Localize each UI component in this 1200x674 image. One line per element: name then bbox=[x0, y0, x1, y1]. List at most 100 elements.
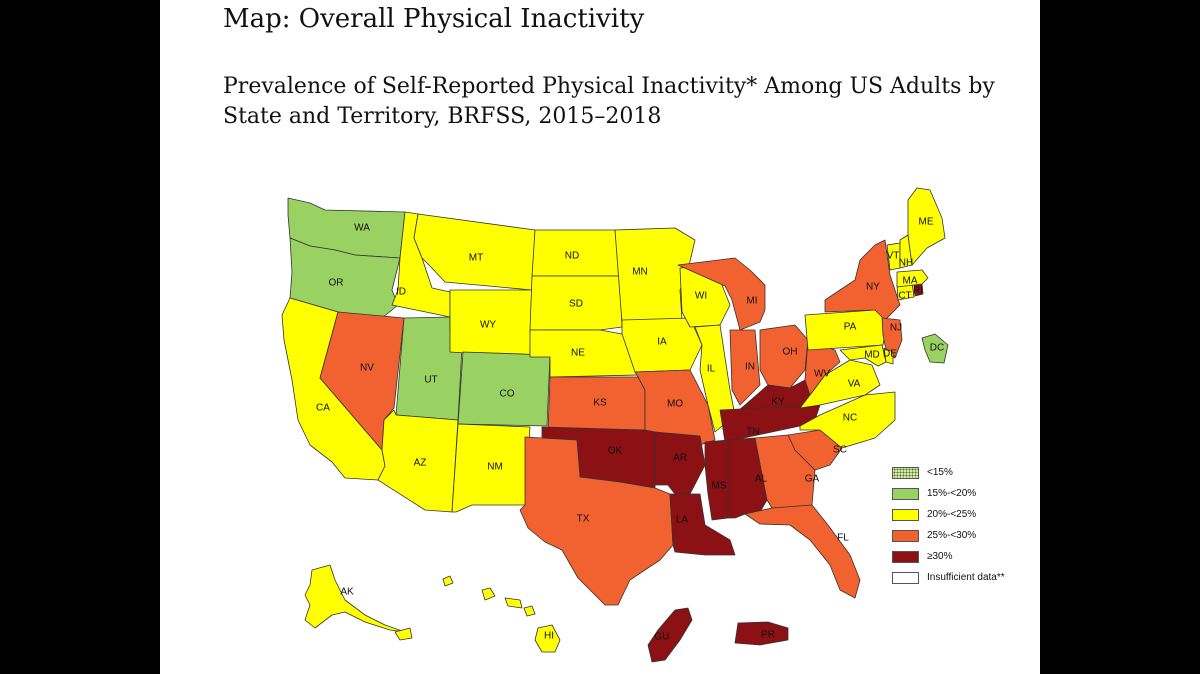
state-label-sd: SD bbox=[569, 299, 583, 310]
state-hi-island-2 bbox=[481, 587, 496, 601]
state-fl bbox=[744, 504, 861, 599]
state-ak-island-1 bbox=[394, 627, 413, 641]
state-label-wa: WA bbox=[354, 223, 370, 234]
state-la bbox=[669, 493, 736, 556]
legend-swatch-c15_20 bbox=[892, 487, 919, 500]
state-label-tn: TN bbox=[746, 427, 759, 438]
state-label-id: ID bbox=[396, 287, 406, 298]
state-tx bbox=[519, 436, 674, 606]
state-label-ut: UT bbox=[424, 375, 437, 386]
state-nm bbox=[451, 423, 531, 513]
legend-label-c20_25: 20%-<25% bbox=[927, 509, 977, 520]
state-label-wi: WI bbox=[695, 291, 707, 302]
state-de bbox=[883, 347, 894, 365]
state-label-nc: NC bbox=[843, 413, 857, 424]
state-label-sc: SC bbox=[833, 445, 847, 456]
state-hi-island-4 bbox=[523, 605, 536, 617]
state-label-ct: CT bbox=[898, 291, 911, 302]
state-label-hi: HI bbox=[544, 631, 554, 642]
state-label-pr: PR bbox=[761, 630, 775, 641]
state-label-gu: GU bbox=[655, 632, 670, 643]
legend-swatch-ge30 bbox=[892, 550, 919, 563]
state-label-ar: AR bbox=[673, 453, 687, 464]
legend-item-lt15: <15% bbox=[892, 462, 1005, 483]
state-label-ok: OK bbox=[608, 446, 623, 457]
state-in bbox=[729, 329, 761, 406]
state-label-ri: RI bbox=[913, 286, 923, 297]
state-label-mt: MT bbox=[469, 253, 483, 264]
state-label-va: VA bbox=[848, 379, 861, 390]
state-label-md: MD bbox=[864, 350, 880, 361]
legend-label-c15_20: 15%-<20% bbox=[927, 488, 977, 499]
state-label-il: IL bbox=[707, 364, 716, 375]
legend-item-ge30: ≥30% bbox=[892, 546, 1005, 567]
state-label-pa: PA bbox=[844, 322, 857, 333]
legend-label-c25_30: 25%-<30% bbox=[927, 530, 977, 541]
state-ny bbox=[824, 239, 901, 321]
legend-item-c15_20: 15%-<20% bbox=[892, 483, 1005, 504]
state-ne bbox=[529, 329, 639, 378]
state-label-co: CO bbox=[500, 389, 515, 400]
legend-label-insufficient: Insufficient data** bbox=[927, 572, 1005, 583]
state-nc bbox=[799, 391, 896, 449]
state-label-ca: CA bbox=[316, 403, 330, 414]
state-label-nh: NH bbox=[899, 258, 913, 269]
state-label-nm: NM bbox=[487, 462, 503, 473]
legend-swatch-insufficient bbox=[892, 571, 919, 584]
legend-item-insufficient: Insufficient data** bbox=[892, 567, 1005, 588]
state-label-nd: ND bbox=[565, 251, 579, 262]
state-label-or: OR bbox=[329, 278, 344, 289]
state-label-ky: KY bbox=[771, 397, 785, 408]
state-label-ma: MA bbox=[903, 276, 918, 287]
state-label-az: AZ bbox=[414, 458, 427, 469]
state-dc bbox=[921, 333, 949, 364]
state-label-wy: WY bbox=[480, 320, 496, 331]
legend-item-c20_25: 20%-<25% bbox=[892, 504, 1005, 525]
state-label-la: LA bbox=[676, 515, 689, 526]
legend-swatch-c20_25 bbox=[892, 508, 919, 521]
state-oh bbox=[759, 324, 809, 389]
state-label-al: AL bbox=[755, 474, 768, 485]
map-subtitle: Prevalence of Self-Reported Physical Ina… bbox=[223, 74, 995, 129]
state-hi-island-1 bbox=[442, 575, 454, 587]
legend-label-ge30: ≥30% bbox=[927, 551, 953, 562]
state-label-ia: IA bbox=[657, 337, 667, 348]
state-hi bbox=[534, 624, 561, 653]
state-label-tx: TX bbox=[577, 514, 590, 525]
state-ma bbox=[896, 269, 929, 288]
content-panel: Map: Overall Physical Inactivity Prevale… bbox=[160, 0, 1040, 674]
state-ak bbox=[304, 564, 406, 633]
state-pr bbox=[734, 621, 789, 646]
state-label-me: ME bbox=[919, 217, 934, 228]
legend-swatch-lt15 bbox=[892, 466, 919, 479]
state-label-nj: NJ bbox=[890, 323, 902, 334]
state-label-fl: FL bbox=[837, 533, 849, 544]
state-hi-island-3 bbox=[504, 597, 523, 609]
state-label-wv: WV bbox=[814, 369, 830, 380]
us-map: WA OR CA ID NV UT AZ MT WY CO NM ND SD NE KS OK TX MN IA MO… bbox=[281, 187, 949, 663]
state-label-ga: GA bbox=[805, 474, 820, 485]
page-title: Map: Overall Physical Inactivity bbox=[223, 4, 645, 34]
state-label-ak: AK bbox=[340, 587, 354, 598]
state-label-mi: MI bbox=[746, 296, 757, 307]
legend-swatch-c25_30 bbox=[892, 529, 919, 542]
state-label-ks: KS bbox=[593, 398, 607, 409]
state-label-in: IN bbox=[745, 362, 755, 373]
state-label-de: DE bbox=[883, 349, 897, 360]
state-label-ny: NY bbox=[866, 282, 880, 293]
state-label-dc: DC bbox=[930, 343, 944, 354]
legend-label-lt15: <15% bbox=[927, 467, 953, 478]
state-label-oh: OH bbox=[783, 347, 798, 358]
state-co bbox=[457, 351, 551, 427]
state-label-vt: VT bbox=[887, 251, 900, 262]
state-label-ne: NE bbox=[571, 348, 585, 359]
state-mi bbox=[677, 257, 766, 331]
map-legend: <15% 15%-<20% 20%-<25% 25%-<30% ≥30% Insuffic… bbox=[892, 462, 1005, 588]
state-gu bbox=[647, 607, 693, 663]
state-label-mn: MN bbox=[632, 267, 648, 278]
state-label-nv: NV bbox=[360, 363, 374, 374]
state-label-mo: MO bbox=[667, 399, 683, 410]
state-md bbox=[839, 344, 887, 367]
state-me bbox=[907, 187, 946, 266]
legend-item-c25_30: 25%-<30% bbox=[892, 525, 1005, 546]
